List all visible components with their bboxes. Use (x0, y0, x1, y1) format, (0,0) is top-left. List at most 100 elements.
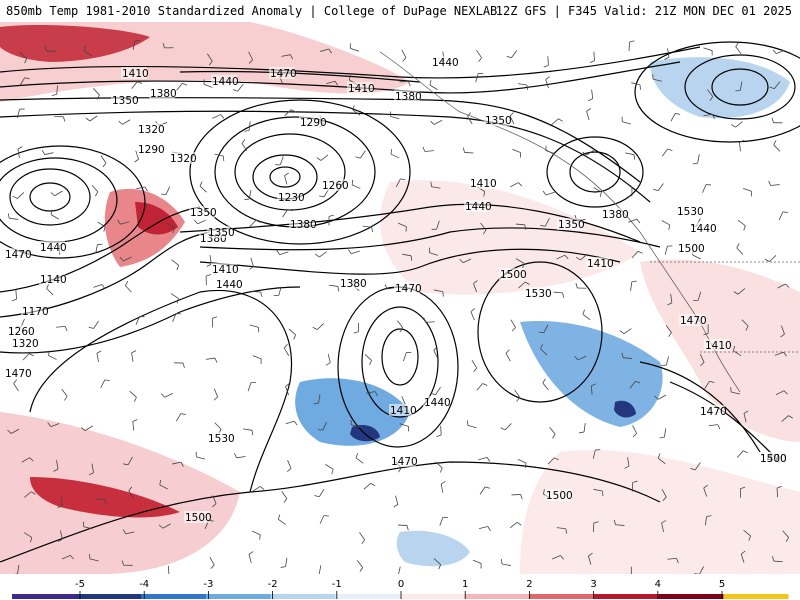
wind-barb (89, 558, 99, 562)
wind-barb-flag (540, 344, 543, 350)
wind-barb-flag (740, 486, 746, 490)
wind-barb (56, 326, 66, 328)
wind-barb (285, 557, 288, 567)
wind-barb (397, 320, 404, 329)
wind-barb (514, 389, 521, 398)
label-1440-ak: 1440 (465, 201, 492, 213)
wind-barb (661, 522, 665, 532)
wind-barb-flag (122, 529, 127, 535)
wind-barb (50, 214, 59, 220)
wind-barb-flag (24, 77, 30, 80)
wind-barb-flag (459, 258, 464, 264)
wind-barb-flag (53, 468, 59, 472)
wind-barb (364, 354, 372, 361)
wind-barb-flag (121, 560, 125, 566)
wind-barb (128, 490, 134, 499)
wind-barb-flag (180, 413, 186, 415)
wind-barb (132, 421, 135, 431)
wind-barb-flag (632, 480, 638, 483)
wind-barb (471, 360, 478, 369)
label-1440-c: 1440 (216, 279, 243, 291)
wind-barb-flag (576, 256, 581, 261)
wind-barb (249, 324, 259, 328)
wind-barb (593, 187, 602, 193)
wind-barb (429, 252, 439, 256)
wind-barb (590, 385, 593, 395)
wind-barb (100, 379, 106, 389)
wind-barb (782, 530, 789, 538)
wind-barb (736, 247, 744, 255)
colorbar-segment (141, 594, 207, 599)
contour-low-center-5 (189, 99, 411, 245)
wind-barb (91, 184, 99, 193)
wind-barb (670, 113, 676, 122)
wind-barb (547, 56, 549, 66)
label-1170-w-bg (21, 305, 47, 317)
wind-barb-flag (667, 302, 673, 306)
wind-barb-flag (520, 494, 523, 500)
label-1320-sw: 1320 (12, 338, 39, 350)
wind-barb (83, 526, 93, 530)
wind-barb-flag (384, 284, 388, 290)
wind-barb (205, 357, 215, 360)
wind-barb (775, 390, 785, 396)
wind-barb (284, 109, 292, 117)
wind-barb (475, 73, 479, 83)
label-1500-se-bg (545, 489, 571, 501)
label-1410-nw: 1410 (122, 68, 149, 80)
wind-barb (511, 50, 518, 59)
wind-barb-flag (740, 550, 746, 555)
label-1410-cut: 1410 (390, 405, 417, 417)
wind-barb (435, 461, 443, 469)
wind-barb-flag (251, 430, 254, 436)
wind-barb (694, 462, 701, 471)
wind-barb-flag (516, 397, 521, 402)
wind-barb-flag (637, 250, 643, 254)
wind-barb-flag (486, 457, 491, 462)
wind-barb-flag (483, 191, 486, 197)
label-1470-n-bg (269, 67, 295, 79)
wind-barb (440, 425, 442, 435)
wind-barb-flag (562, 292, 565, 298)
wind-barb-flag (314, 495, 320, 498)
wind-barb (439, 517, 444, 526)
wind-barb-flag (260, 291, 263, 297)
wind-barb (652, 78, 662, 82)
label-1470-mid-bg (679, 314, 705, 326)
wind-barb-flag (554, 457, 559, 461)
wind-barb-flag (543, 489, 545, 495)
wind-barb (362, 225, 372, 228)
wind-barb (518, 281, 526, 289)
wind-barb-flag (398, 467, 402, 473)
wind-barb (278, 519, 286, 525)
wind-barb (657, 183, 664, 191)
colorbar-tick-label: 3 (590, 579, 596, 590)
wind-barb-flag (545, 76, 550, 80)
wind-barb (131, 81, 138, 89)
wind-barb-flag (369, 360, 372, 366)
wind-barb (60, 496, 63, 506)
wind-barb-flag (284, 172, 289, 176)
wind-barb-flag (438, 564, 442, 570)
map-canvas: 1410 1440 1470 1410 1440 1380 1380 1350 1350 1320… (0, 22, 800, 574)
wind-barb-flag (97, 243, 103, 246)
wind-barb-flag (283, 344, 288, 349)
wind-barb (658, 394, 667, 400)
wind-barb-flag (473, 280, 478, 284)
wind-barb (359, 532, 366, 540)
colorbar-tick-label: 1 (462, 579, 468, 590)
wind-barb (281, 54, 291, 57)
label-1380-c-bg (339, 277, 365, 289)
wind-barb (319, 251, 327, 258)
wind-barb (50, 423, 60, 427)
wind-barb (252, 355, 262, 360)
wind-barb (631, 82, 641, 86)
wind-barb (288, 328, 296, 336)
wind-barb-flag (772, 49, 777, 54)
wind-barb-flag (575, 283, 578, 289)
colorbar: -5 -4 -3 -2 -1 0 1 2 3 4 5 (0, 574, 800, 600)
wind-barb-flag (44, 46, 47, 52)
wind-barb-flag (137, 81, 143, 84)
wind-barb (287, 460, 292, 469)
wind-barb (462, 258, 472, 264)
